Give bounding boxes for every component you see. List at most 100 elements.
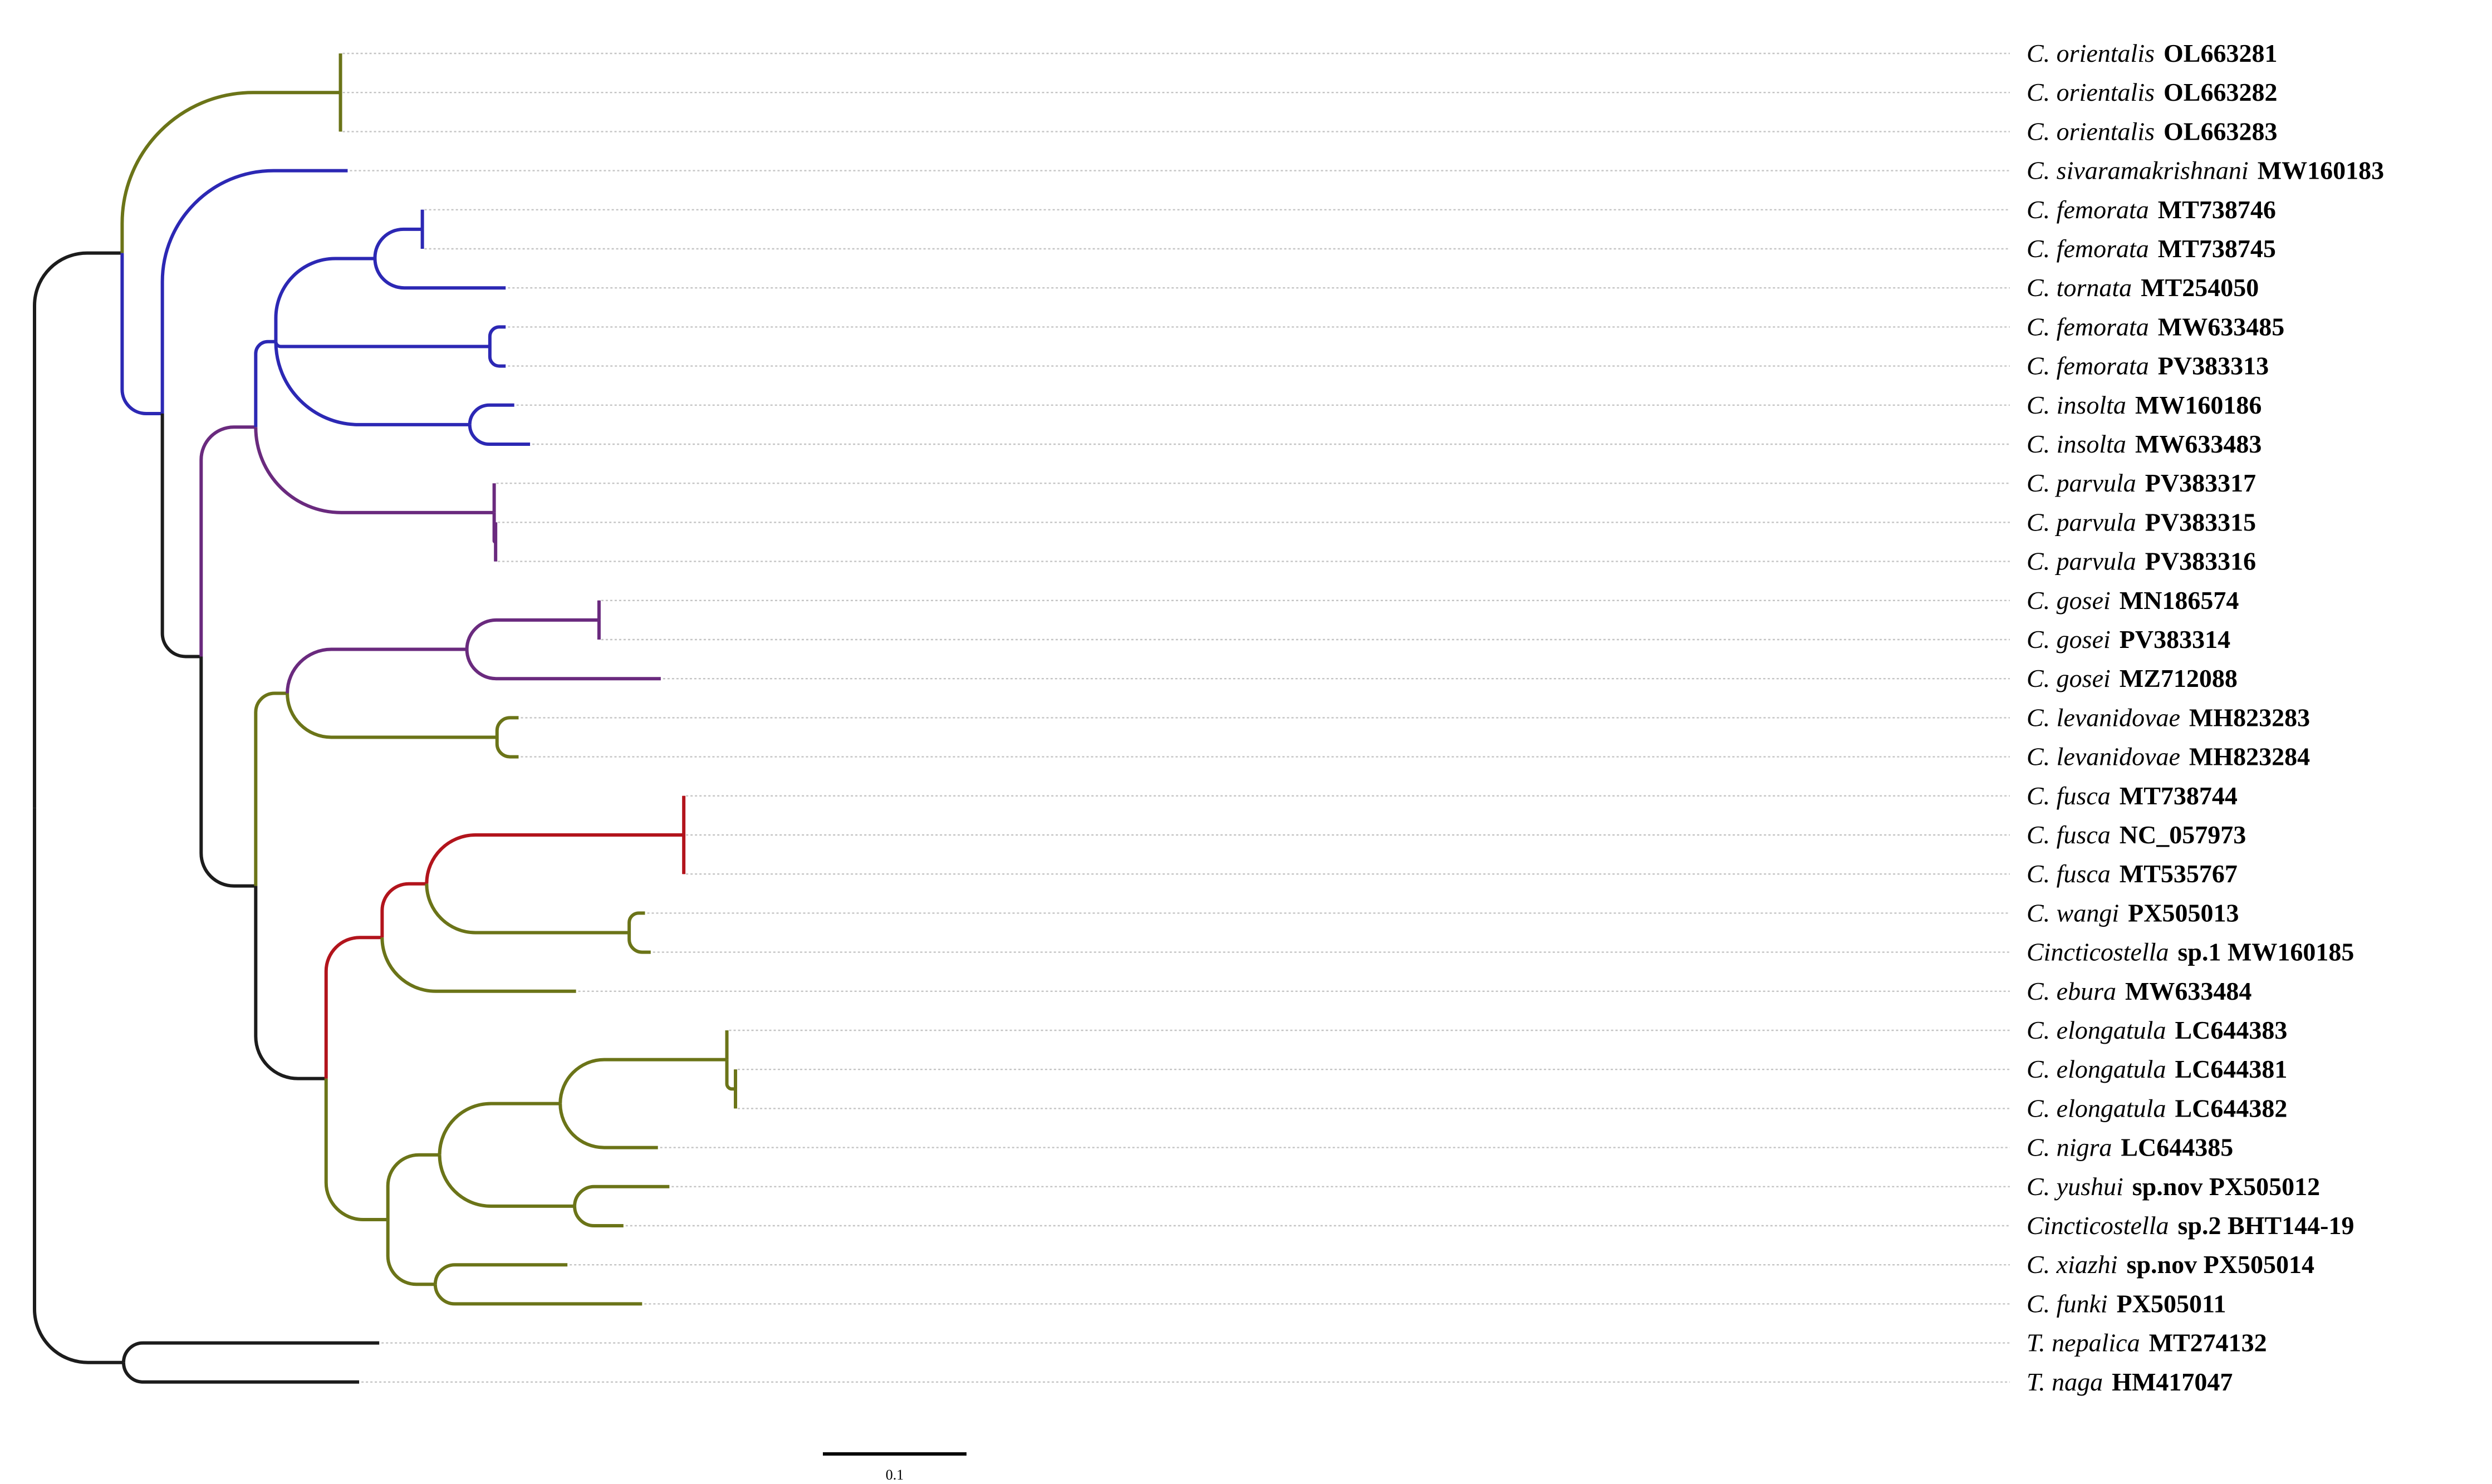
taxon-labels: C. orientalis OL663281 C. orientalis OL6632… <box>2027 39 2384 1396</box>
taxon-name: C. levanidovae <box>2027 703 2180 731</box>
taxon-name: C. gosei <box>2027 586 2111 615</box>
branch-parvula <box>254 427 494 514</box>
taxon-name: C. orientalis <box>2027 117 2155 145</box>
branch-femorata-parvula <box>199 425 256 657</box>
branch-wangi <box>425 883 630 935</box>
branch-femorata-pair <box>373 227 423 259</box>
taxon-label-t4: C. sivaramakrishnani MW160183 <box>2027 156 2384 185</box>
accession-number: MW633485 <box>2158 312 2284 341</box>
branch-elongatula-yushui <box>386 1153 440 1220</box>
branch-big-clade <box>120 253 163 416</box>
accession-number: PV383317 <box>2145 469 2256 497</box>
branch-to-t32 <box>433 1263 568 1285</box>
taxon-label-t30: C. yushui sp.nov PX505012 <box>2027 1172 2320 1201</box>
taxon-label-t16: C. gosei PV383314 <box>2027 625 2230 653</box>
taxon-name: C. levanidovae <box>2027 743 2180 771</box>
accession-number: LC644382 <box>2175 1094 2287 1122</box>
taxon-name: C. fusca <box>2027 859 2111 888</box>
branch-fusca-wangi-ebura <box>324 936 382 1079</box>
accession-number: OL663281 <box>2164 39 2277 67</box>
taxon-label-t5: C. femorata MT738746 <box>2027 195 2276 224</box>
branch-gosei <box>286 647 467 694</box>
accession-number: PV383313 <box>2158 352 2269 380</box>
taxon-label-t23: C. wangi PX505013 <box>2027 898 2239 927</box>
branch-to-t7 <box>373 258 506 290</box>
branch-to-t19 <box>495 737 519 759</box>
accession-number: MW633483 <box>2135 430 2262 458</box>
taxon-label-t21: C. fusca NC_057973 <box>2027 820 2246 849</box>
branch-to-t4 <box>160 169 348 414</box>
branch-outgroup <box>33 808 124 1364</box>
accession-number: MT274132 <box>2149 1329 2267 1357</box>
taxon-label-t13: C. parvula PV383315 <box>2027 508 2256 536</box>
taxon-label-t35: T. naga HM417047 <box>2027 1368 2233 1396</box>
accession-number: LC644385 <box>2121 1133 2233 1162</box>
taxon-name: C. yushui <box>2027 1172 2123 1201</box>
taxon-label-t34: T. nepalica MT274132 <box>2027 1329 2267 1357</box>
taxon-name: C. orientalis <box>2027 39 2155 67</box>
taxon-label-t14: C. parvula PV383316 <box>2027 547 2256 576</box>
accession-number: sp.2 BHT144-19 <box>2178 1211 2354 1240</box>
taxon-label-t12: C. parvula PV383317 <box>2027 469 2256 497</box>
accession-number: MH823283 <box>2189 703 2310 731</box>
accession-number: MT738744 <box>2120 782 2238 810</box>
accession-number: sp.nov PX505014 <box>2127 1250 2314 1279</box>
branch-elongatula-pair <box>725 1059 736 1091</box>
branch-to-t8 <box>488 325 506 347</box>
accession-number: LC644381 <box>2175 1055 2287 1083</box>
branch-fusca-wangi <box>380 882 427 938</box>
taxon-label-t7: C. tornata MT254050 <box>2027 273 2259 302</box>
accession-number: sp.1 MW160185 <box>2178 938 2354 966</box>
taxon-label-t15: C. gosei MN186574 <box>2027 586 2239 615</box>
branch-to-t11 <box>468 424 531 446</box>
taxon-name: C. elongatula <box>2027 1094 2166 1122</box>
branch-to-t25 <box>380 937 576 993</box>
accession-number: sp.nov PX505012 <box>2132 1172 2320 1201</box>
taxon-name: C. parvula <box>2027 469 2136 497</box>
taxon-label-t27: C. elongatula LC644381 <box>2027 1055 2287 1083</box>
branch-fusca <box>425 833 684 884</box>
taxon-label-t32: C. xiazhi sp.nov PX505014 <box>2027 1250 2314 1279</box>
accession-number: MT254050 <box>2141 273 2259 302</box>
taxon-name: C. elongatula <box>2027 1055 2166 1083</box>
accession-number: PV383315 <box>2145 508 2256 536</box>
branch-femorata-tornata <box>274 257 375 342</box>
taxon-label-t9: C. femorata PV383313 <box>2027 352 2269 380</box>
taxon-label-t10: C. insolta MW160186 <box>2027 391 2262 419</box>
taxon-label-t26: C. elongatula LC644383 <box>2027 1016 2287 1044</box>
branch-femorata-pv <box>274 341 490 348</box>
taxon-name: C. parvula <box>2027 547 2136 576</box>
taxon-label-t25: C. ebura MW633484 <box>2027 977 2251 1005</box>
branch-to-t23 <box>627 911 645 933</box>
branch-to-t30 <box>573 1185 670 1207</box>
accession-number: LC644383 <box>2175 1016 2287 1044</box>
accession-number: MT738746 <box>2158 195 2276 224</box>
accession-number: MW633484 <box>2125 977 2251 1005</box>
taxon-name: C. fusca <box>2027 820 2111 849</box>
accession-number: PV383314 <box>2120 625 2230 653</box>
branch-orientalis-clade <box>120 91 341 253</box>
taxon-name: C. insolta <box>2027 430 2126 458</box>
branch-gosei-levanidovae <box>254 691 288 886</box>
accession-number: MH823284 <box>2189 743 2310 771</box>
taxon-label-t2: C. orientalis OL663282 <box>2027 78 2278 106</box>
taxon-name: C. xiazhi <box>2027 1250 2118 1279</box>
tree-branches <box>33 53 738 1384</box>
branch-gosei-pair <box>465 618 599 650</box>
taxon-label-t19: C. levanidovae MH823284 <box>2027 743 2310 771</box>
taxon-name: C. wangi <box>2027 898 2119 927</box>
taxon-label-t22: C. fusca MT535767 <box>2027 859 2238 888</box>
taxon-name: C. ebura <box>2027 977 2116 1005</box>
branch-to-t24 <box>627 932 651 954</box>
taxon-name: C. fusca <box>2027 782 2111 810</box>
taxon-label-t3: C. orientalis OL663283 <box>2027 117 2278 145</box>
taxon-label-t29: C. nigra LC644385 <box>2027 1133 2233 1162</box>
taxon-name: C. insolta <box>2027 391 2126 419</box>
taxon-label-t20: C. fusca MT738744 <box>2027 782 2238 810</box>
branch-to-t9 <box>488 346 506 368</box>
branch-elongatula-funki <box>324 1078 388 1222</box>
taxon-label-t6: C. femorata MT738745 <box>2027 234 2276 263</box>
accession-number: MT535767 <box>2120 859 2238 888</box>
taxon-name: T. naga <box>2027 1368 2103 1396</box>
accession-number: OL663283 <box>2164 117 2277 145</box>
